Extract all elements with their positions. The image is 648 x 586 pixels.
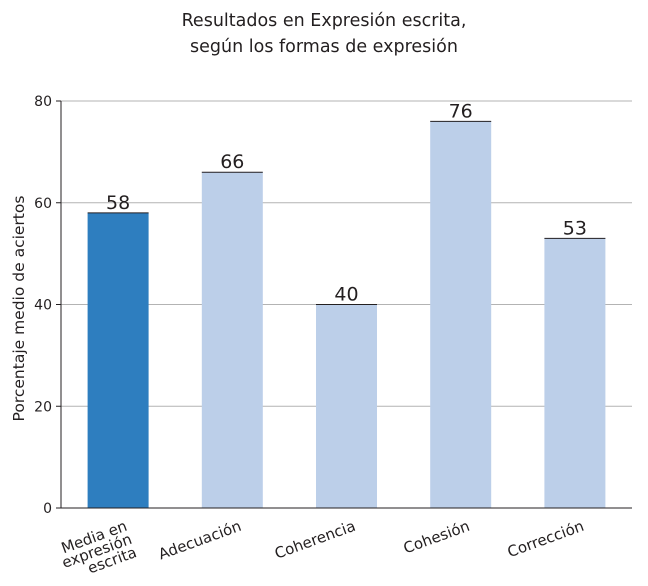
y-tick-label-40: 40 <box>34 298 52 314</box>
value-label-2: 40 <box>334 284 358 306</box>
chart-title: Resultados en Expresión escrita, según l… <box>0 8 648 60</box>
category-labels: Media enexpresiónescrita Adecuación Cohere… <box>55 517 586 585</box>
category-label-4: Corrección <box>505 517 586 561</box>
y-axis-title: Porcentaje medio de aciertos <box>10 196 28 422</box>
category-label-2: Coherencia <box>272 517 358 563</box>
bar-4 <box>544 238 606 509</box>
value-label-0: 58 <box>106 192 130 214</box>
category-label-text-4: Corrección <box>505 517 586 561</box>
category-label-1: Adecuación <box>156 517 244 564</box>
y-tick-label-0: 0 <box>43 501 52 517</box>
y-tick-labels: 0 20 40 60 80 <box>34 94 52 517</box>
category-label-line-3-0: Cohesión <box>401 517 472 558</box>
category-label-text-3: Cohesión <box>401 517 472 558</box>
value-label-1: 66 <box>220 151 244 173</box>
y-tick-label-80: 80 <box>34 94 52 110</box>
value-label-3: 76 <box>449 100 473 122</box>
bars <box>87 120 606 509</box>
value-label-4: 53 <box>563 217 587 239</box>
bar-0 <box>87 212 149 509</box>
bar-2 <box>316 304 377 508</box>
chart-title-line-2: según los formas de expresión <box>190 37 458 57</box>
category-label-line-1-0: Adecuación <box>156 517 244 564</box>
chart-title-line-1: Resultados en Expresión escrita, <box>181 11 467 31</box>
category-label-0: Media enexpresiónescrita <box>55 517 139 585</box>
bar-3 <box>430 121 492 508</box>
bar-1 <box>201 172 263 508</box>
category-label-line-2-0: Coherencia <box>272 517 358 563</box>
y-tick-label-20: 20 <box>34 399 52 415</box>
category-label-text-1: Adecuación <box>156 517 244 564</box>
category-label-line-4-0: Corrección <box>505 517 586 561</box>
y-tick-label-60: 60 <box>34 196 52 212</box>
value-labels: 58 66 40 76 53 <box>106 100 587 305</box>
category-label-3: Cohesión <box>401 517 472 558</box>
category-label-text-2: Coherencia <box>272 517 358 563</box>
axes <box>56 100 632 509</box>
category-label-text-0: Media enexpresiónescrita <box>55 517 139 585</box>
